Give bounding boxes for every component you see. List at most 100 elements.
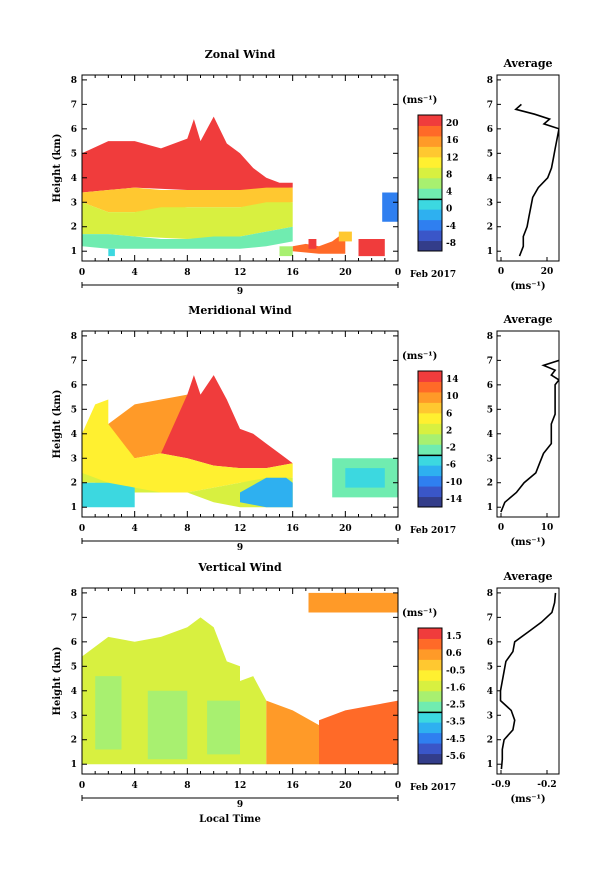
colorbar-segment (418, 371, 442, 382)
average-y-tick-label: 5 (487, 149, 493, 159)
colorbar-tick-label: 0 (446, 205, 452, 215)
colorbar-tick-label: -4 (446, 222, 456, 232)
average-y-tick-label: 5 (487, 662, 493, 672)
colorbar-tick-label: -14 (446, 495, 462, 505)
colorbar-segment (418, 659, 442, 671)
colorbar-tick-label: 4 (446, 188, 452, 198)
y-tick-label: 1 (71, 247, 77, 257)
colorbar-tick-label: -0.5 (446, 666, 465, 676)
colorbar-tick-label: 12 (446, 153, 459, 163)
average-x-axis-label: (ms⁻¹) (510, 537, 545, 548)
colorbar-segment (418, 701, 442, 713)
colorbar-tick-label: -5.6 (446, 752, 465, 762)
x-tick-label: 12 (234, 781, 247, 791)
colorbar-segment (418, 188, 442, 200)
y-tick-label: 5 (71, 149, 77, 159)
y-tick-label: 4 (71, 174, 77, 184)
date-label: Feb 2017 (410, 783, 456, 793)
average-x-tick-label: 0 (498, 267, 504, 277)
y-tick-label: 3 (71, 198, 77, 208)
panel-title: Meridional Wind (188, 304, 292, 317)
x-tick-label: 0 (395, 524, 401, 534)
average-frame (496, 330, 560, 518)
y-tick-label: 6 (71, 638, 77, 648)
x-tick-label: 8 (184, 781, 190, 791)
heatmap-region (382, 192, 398, 222)
colorbar-segment (418, 433, 442, 445)
colorbar-segment (418, 732, 442, 744)
average-y-tick-label: 2 (487, 736, 493, 746)
colorbar-segment (418, 711, 442, 723)
average-x-tick-label: 10 (541, 523, 554, 533)
average-profile-line (514, 103, 559, 257)
colorbar-unit: (ms⁻¹) (402, 351, 437, 362)
y-tick-label: 1 (71, 503, 77, 513)
heatmap-region (266, 700, 319, 765)
day-label: 9 (237, 800, 243, 810)
average-title: Average (502, 57, 552, 70)
average-y-tick-label: 7 (487, 100, 493, 110)
y-tick-label: 8 (71, 76, 77, 86)
colorbar-tick-label: 2 (446, 426, 452, 436)
average-y-tick-label: 8 (487, 589, 493, 599)
heatmap-region (345, 468, 385, 488)
colorbar-tick-label: 20 (446, 119, 459, 129)
heatmap-region (240, 477, 293, 508)
colorbar-tick-label: -6 (446, 461, 456, 471)
average-frame (496, 587, 560, 775)
heatmap-region (82, 399, 293, 493)
heatmap-region (319, 700, 398, 765)
x-tick-label: 4 (132, 524, 138, 534)
colorbar-unit: (ms⁻¹) (402, 608, 437, 619)
average-profile-line (499, 592, 557, 770)
colorbar-unit: (ms⁻¹) (402, 95, 437, 106)
average-y-tick-label: 4 (487, 430, 493, 440)
y-tick-label: 3 (71, 454, 77, 464)
y-tick-label: 5 (71, 405, 77, 415)
y-tick-label: 1 (71, 760, 77, 770)
heatmap-region (108, 394, 188, 459)
colorbar-segment (418, 391, 442, 403)
colorbar-segment (418, 402, 442, 414)
heatmap-region (338, 231, 352, 242)
colorbar-frame (417, 627, 443, 765)
average-y-tick-label: 4 (487, 174, 493, 184)
y-tick-label: 7 (71, 613, 77, 623)
colorbar-frame (417, 114, 443, 252)
average-y-tick-label: 6 (487, 125, 493, 135)
heatmap-region (134, 375, 293, 469)
colorbar-tick-label: -2.5 (446, 701, 465, 711)
x-tick-label: 0 (79, 524, 85, 534)
average-y-tick-label: 3 (487, 198, 493, 208)
y-tick-label: 4 (71, 687, 77, 697)
x-tick-label: 4 (132, 781, 138, 791)
y-tick-label: 2 (71, 479, 77, 489)
y-tick-label: 2 (71, 736, 77, 746)
average-x-tick-label: -0.9 (491, 780, 510, 790)
colorbar-segment (418, 496, 442, 508)
colorbar-segment (418, 125, 442, 137)
average-y-tick-label: 2 (487, 223, 493, 233)
average-frame (496, 74, 560, 262)
heatmap-regions (82, 375, 398, 508)
colorbar-segment (418, 722, 442, 734)
colorbar-segment (418, 680, 442, 692)
colorbar-segment (418, 135, 442, 147)
colorbar-segment (418, 628, 442, 639)
colorbar-segment (418, 177, 442, 189)
x-tick-label: 0 (395, 781, 401, 791)
heatmap-region (108, 248, 115, 257)
heatmap-region (308, 239, 317, 249)
colorbar-tick-label: 16 (446, 136, 459, 146)
average-x-tick-label: 0 (498, 523, 504, 533)
colorbar-tick-label: -8 (446, 239, 456, 249)
day-label: 9 (237, 287, 243, 297)
x-tick-label: 4 (132, 268, 138, 278)
x-tick-label: 16 (286, 524, 299, 534)
heatmap-region (82, 202, 293, 239)
colorbar-segment (418, 465, 442, 477)
colorbar-tick-label: 10 (446, 392, 459, 402)
y-tick-label: 8 (71, 589, 77, 599)
colorbar-segment (418, 444, 442, 456)
average-x-tick-label: 20 (541, 267, 554, 277)
